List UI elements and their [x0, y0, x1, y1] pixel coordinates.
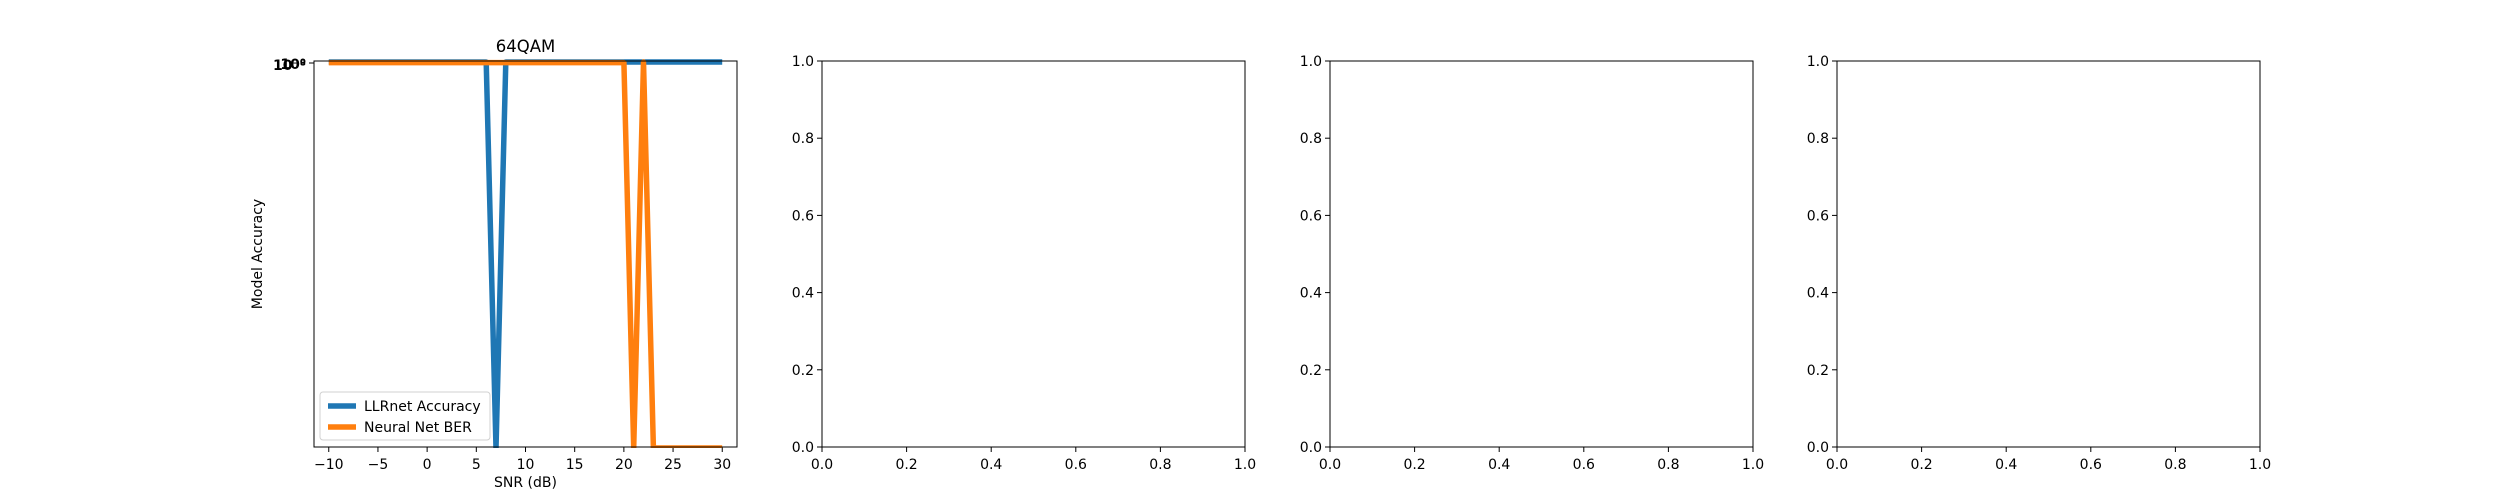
- x-tick-label: 0.2: [1910, 457, 1932, 473]
- y-tick-label: 10⁰: [280, 57, 306, 73]
- y-tick-label: 0.4: [1300, 286, 1322, 302]
- x-tick-label: 1.0: [1742, 457, 1764, 473]
- x-axis-label: SNR (dB): [494, 475, 557, 491]
- y-tick-label: 0.8: [792, 131, 814, 147]
- x-tick-label: 0.2: [1403, 457, 1425, 473]
- y-tick-label: 1.0: [1300, 54, 1322, 70]
- x-tick-label: 0.0: [811, 457, 833, 473]
- legend-box: [319, 391, 491, 441]
- legend-label-2: Neural Net BER: [364, 420, 472, 436]
- axes-frame: [821, 60, 1246, 448]
- x-tick-label: 0.4: [980, 457, 1002, 473]
- y-tick-label: 0.0: [1300, 440, 1322, 456]
- y-tick-label: 0.2: [1807, 363, 1829, 379]
- x-tick-label: 0.8: [2164, 457, 2186, 473]
- y-tick-label: 0.0: [792, 440, 814, 456]
- y-tick-label: 0.2: [1300, 363, 1322, 379]
- x-tick-label: 0.8: [1149, 457, 1171, 473]
- x-tick-label: 15: [566, 457, 584, 473]
- x-tick-label: 1.0: [1234, 457, 1256, 473]
- y-tick-label: 10⁻⁸: [273, 58, 306, 74]
- subplot-2: 0.0 0.2 0.4 0.6 0.8 1.0 0.0 0.2 0.4 0.6 0.8 1.0: [792, 54, 1256, 473]
- series-line-2: [328, 59, 723, 448]
- y-axis-label: Model Accuracy: [250, 199, 266, 309]
- x-tick-label: 0.4: [1995, 457, 2017, 473]
- y-tick-label: 1.0: [792, 54, 814, 70]
- x-tick-label: −5: [368, 457, 389, 473]
- x-tick-label: 0.6: [1065, 457, 1087, 473]
- subplot-4: 0.0 0.2 0.4 0.6 0.8 1.0 0.0 0.2 0.4 0.6 0.8 1.0: [1807, 54, 2271, 473]
- plot-area: [822, 61, 1245, 447]
- y-tick-label: 0.6: [792, 208, 814, 224]
- legend-label-1: LLRnet Accuracy: [364, 399, 481, 415]
- y-tick-label: 1.0: [1807, 54, 1829, 70]
- x-tick-label: 5: [472, 457, 481, 473]
- y-tick-label: 0.8: [1807, 131, 1829, 147]
- x-tick-label: 0.0: [1319, 457, 1341, 473]
- y-tick-label: 0.8: [1300, 131, 1322, 147]
- x-tick-label: 0.8: [1657, 457, 1679, 473]
- x-tick-label: 0.2: [895, 457, 917, 473]
- x-tick-label: 20: [615, 457, 633, 473]
- y-tick-label: 0.6: [1807, 208, 1829, 224]
- y-tick-label: 0.2: [792, 363, 814, 379]
- y-tick-label: 0.4: [792, 286, 814, 302]
- axes-frame: [313, 60, 738, 448]
- x-tick-label: 0.4: [1488, 457, 1510, 473]
- y-tick-label: 0.6: [1300, 208, 1322, 224]
- axes-frame: [1836, 60, 2261, 448]
- plot-area: [314, 61, 737, 447]
- plot-area: [1837, 61, 2260, 447]
- x-tick-label: 10: [517, 457, 535, 473]
- y-tick-label: 0.0: [1807, 440, 1829, 456]
- axes-frame: [1329, 60, 1754, 448]
- x-tick-label: 0.6: [1573, 457, 1595, 473]
- y-tick-label: 0.4: [1807, 286, 1829, 302]
- x-tick-label: 0.0: [1826, 457, 1848, 473]
- plot-area: [1330, 61, 1753, 447]
- x-tick-label: 30: [713, 457, 731, 473]
- x-tick-label: −10: [314, 457, 344, 473]
- x-tick-label: 0: [423, 457, 432, 473]
- legend: LLRnet Accuracy Neural Net BER: [319, 391, 491, 441]
- x-tick-label: 25: [664, 457, 682, 473]
- subplot-3: 0.0 0.2 0.4 0.6 0.8 1.0 0.0 0.2 0.4 0.6 0.8 1.0: [1300, 54, 1764, 473]
- x-tick-label: 0.6: [2080, 457, 2102, 473]
- x-tick-label: 1.0: [2249, 457, 2271, 473]
- chart-title: 64QAM: [496, 37, 556, 56]
